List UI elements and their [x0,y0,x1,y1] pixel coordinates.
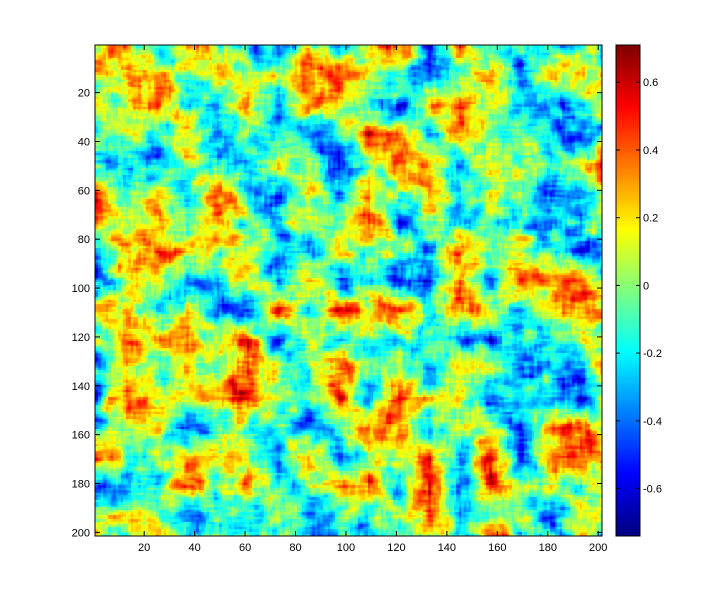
x-tick-label: 120 [387,542,405,554]
y-tick-label: 180 [72,478,90,490]
colorbar-tick-label: 0 [643,280,649,292]
colorbar-image-holder [616,45,640,536]
x-tick-label: 160 [488,542,506,554]
y-tick-label: 80 [78,234,90,246]
colorbar-tick-label: -0.2 [643,348,662,360]
plot-area-frame [94,44,603,537]
y-tick-label: 200 [72,527,90,539]
colorbar-image [616,45,640,536]
colorbar-frame [615,44,641,537]
x-tick-label: 80 [289,542,301,554]
x-tick-label: 40 [189,542,201,554]
y-axis: 20 40 60 80 100 120 140 160 180 200 [72,88,602,539]
x-tick-label: 60 [239,542,251,554]
x-tick-label: 20 [138,542,150,554]
y-tick-label: 120 [72,332,90,344]
y-tick-label: 40 [78,136,90,148]
colorbar-tick-label: -0.4 [643,416,662,428]
colorbar-tick-label: 0.4 [643,145,658,157]
y-tick-label: 140 [72,381,90,393]
x-axis: 20 40 60 80 100 120 140 160 180 200 [138,45,607,554]
colorbar-tick-label: -0.6 [643,484,662,496]
colorbar-axis: 0.6 0.4 0.2 0 -0.2 -0.4 -0.6 [616,77,662,496]
colorbar-tick-label: 0.2 [643,213,658,225]
y-tick-label: 160 [72,430,90,442]
y-tick-label: 20 [78,88,90,100]
y-tick-label: 60 [78,185,90,197]
heatmap-image-holder [95,45,602,536]
x-tick-label: 140 [438,542,456,554]
x-tick-label: 200 [589,542,607,554]
x-tick-label: 100 [337,542,355,554]
x-tick-label: 180 [539,542,557,554]
y-tick-label: 100 [72,283,90,295]
heatmap-image [95,45,602,536]
colorbar-tick-label: 0.6 [643,77,658,89]
